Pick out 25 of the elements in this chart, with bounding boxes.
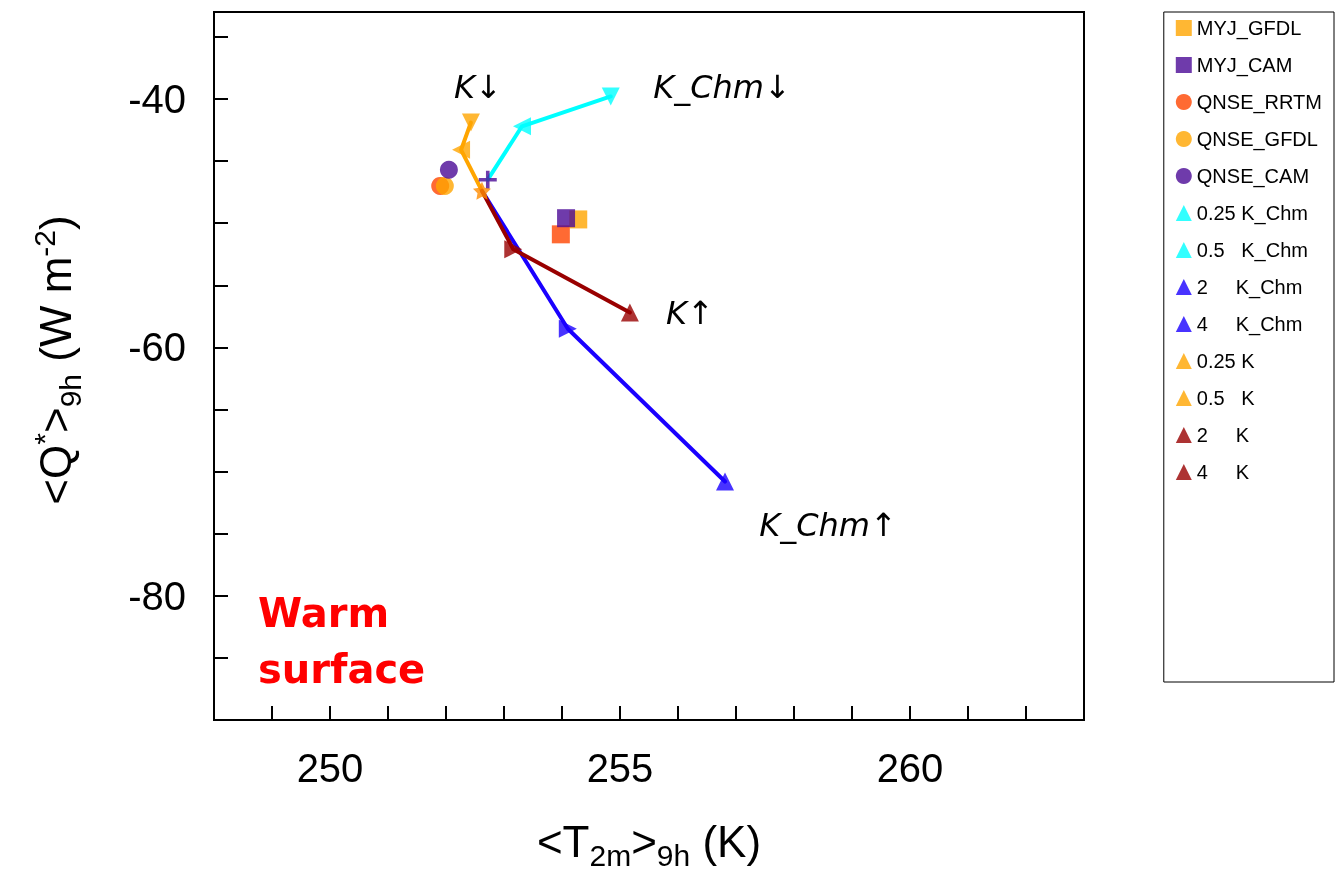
legend-label: 4 K: [1196, 461, 1250, 483]
x-tick-label: 255: [586, 746, 654, 790]
annotation: K_Chm↓: [653, 68, 791, 106]
legend-label: MYJ_CAM: [1196, 54, 1293, 77]
legend-label: 0.5 K_Chm: [1196, 239, 1308, 262]
x-tick-label: 250: [296, 746, 364, 790]
x-tick-label: 260: [876, 746, 944, 790]
legend-label: 0.25 K: [1196, 350, 1256, 372]
legend-label: QNSE_GFDL: [1196, 128, 1318, 151]
legend-label: QNSE_RRTM: [1196, 91, 1323, 114]
x-axis-title: <T$_{2m}$>$_{9h}$ (K): [536, 816, 762, 874]
annotation: K↑: [666, 294, 714, 332]
annotation: Warm surface: [258, 590, 426, 692]
legend-label: QNSE_CAM: [1196, 165, 1310, 188]
legend-label: 0.25 K_Chm: [1196, 202, 1308, 225]
legend-label: MYJ_GFDL: [1196, 17, 1302, 40]
annotation: K_Chm↑: [759, 506, 897, 544]
y-tick-label: -60: [128, 325, 186, 370]
legend-label: 2 K_Chm: [1196, 276, 1303, 299]
legend-label: 0.5 K: [1196, 387, 1256, 409]
y-tick-label: -40: [128, 76, 186, 121]
legend-label: 4 K_Chm: [1196, 313, 1303, 336]
annotation: K↓: [454, 68, 502, 106]
legend-label: 2 K: [1196, 424, 1250, 446]
y-tick-label: -80: [128, 573, 186, 618]
